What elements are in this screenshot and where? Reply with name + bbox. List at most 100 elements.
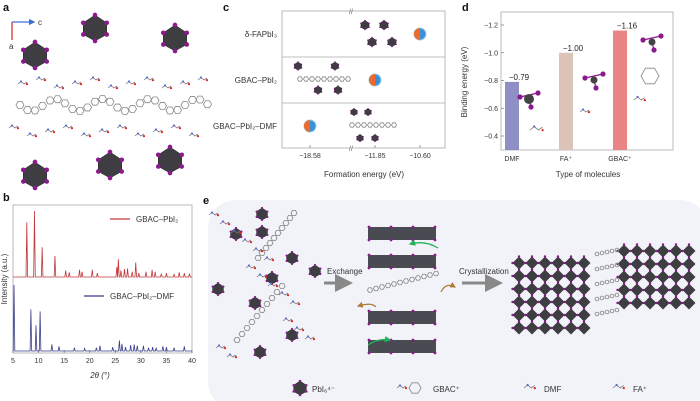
octahedron-icon [155, 144, 185, 176]
oxygen-atom [124, 127, 128, 130]
benzene-ring [188, 96, 197, 104]
iodine-atom [119, 157, 125, 163]
marker-orange-half [369, 74, 375, 86]
panel-label-a: a [3, 2, 10, 14]
iodine-atom [511, 300, 514, 304]
iodine-atom [550, 274, 553, 278]
iodine-atom [524, 274, 527, 278]
molecule-bonds [612, 384, 625, 389]
molecule-icon [134, 132, 146, 138]
nitrogen-atom [136, 132, 140, 135]
iodine-atom [362, 139, 364, 141]
nitrogen-atom [64, 124, 68, 127]
iodine-atom [433, 322, 437, 326]
iodine-atom [296, 259, 299, 263]
benzene-ring [367, 122, 373, 128]
molecule-bonds [17, 80, 28, 85]
iodine-atom [334, 61, 336, 63]
iodine-atom [655, 301, 658, 305]
nitrogen-atom [37, 76, 41, 79]
iodine-atom [648, 243, 652, 246]
benzene-ring [594, 266, 600, 272]
iodine-atom [265, 279, 268, 283]
iodine-atom [258, 344, 262, 348]
x-tick-label: 20 [86, 358, 94, 365]
octahedron-body [356, 134, 364, 142]
octahedron-icon [160, 22, 190, 54]
iodine-atom [537, 326, 540, 330]
iodine-atom [687, 282, 691, 285]
iodine-atom [517, 255, 521, 258]
oxygen-atom [286, 294, 290, 297]
molecule-icon [71, 80, 83, 86]
iodine-atom [375, 43, 377, 46]
benzene-ring [297, 76, 303, 82]
oxygen-atom [227, 223, 231, 226]
nitrogen-atom [232, 229, 236, 232]
iodine-atom [179, 152, 185, 158]
marker-orange-half [414, 28, 420, 40]
binding-x-axis-label: Type of molecules [556, 170, 620, 179]
formation-x-axis-label: Formation energy (eV) [324, 170, 404, 179]
iodine-atom [290, 327, 294, 331]
formation-energy-plot: δ-FAPbI₃ GBAC–PbI₂ GBAC–PbI₂–DMF −18.58 −11.… [213, 19, 431, 160]
molecule-icon [26, 132, 38, 138]
nitrogen-atom [398, 384, 402, 387]
iodine-atom [411, 225, 415, 229]
nitrogen-atom [172, 124, 176, 127]
benzene-ring [604, 279, 610, 285]
molecule-bonds [35, 76, 46, 81]
molecule-icon [8, 124, 20, 130]
octahedron [525, 282, 539, 296]
xrd-plot-frame [12, 204, 193, 354]
iodine-atom [517, 294, 521, 297]
benzene-ring [282, 220, 290, 226]
iodine-atom [234, 238, 238, 242]
iodine-atom [367, 322, 371, 326]
iodine-atom [517, 307, 521, 310]
iodine-atom [543, 281, 547, 284]
molecule-bonds [256, 273, 267, 278]
iodine-atom [353, 107, 355, 110]
iodine-atom [629, 249, 632, 253]
iodine-atom [582, 307, 586, 310]
iodine-atom [389, 351, 393, 355]
iodine-atom [569, 320, 573, 323]
iodine-atom [389, 266, 393, 270]
iodine-atom [556, 281, 560, 284]
oxygen-atom [25, 83, 29, 86]
octahedron [525, 269, 539, 283]
iodine-atom [371, 36, 373, 39]
benzene-ring [609, 263, 615, 269]
octahedron-body [364, 108, 372, 116]
benzene-ring [432, 270, 440, 277]
octahedron [564, 256, 578, 270]
molecule-icon [116, 124, 128, 130]
octahedron [538, 282, 552, 296]
molecule-bonds [143, 76, 154, 81]
iodine-atom [292, 390, 295, 393]
iodine-atom [687, 256, 691, 259]
lead-atom [648, 38, 656, 46]
iodine-atom [211, 290, 214, 294]
iodine-atom [360, 22, 362, 25]
benzene-ring [278, 283, 286, 289]
iodine-atom [411, 266, 415, 270]
iodine-atom [668, 301, 671, 305]
octahedron [617, 244, 631, 258]
iodine-atom [433, 338, 437, 342]
iodine-atom [391, 45, 393, 48]
benzene-ring [233, 337, 241, 343]
iodine-atom [266, 215, 269, 219]
molecule-bonds [293, 326, 304, 331]
iodine-atom [582, 268, 586, 271]
oxygen-atom [133, 83, 137, 86]
iodine-atom [184, 42, 190, 47]
iodine-atom [563, 300, 566, 304]
iodine-atom [379, 26, 381, 29]
octahedron [564, 308, 578, 322]
benzene-ring [120, 107, 130, 115]
octahedron-icon [379, 19, 389, 31]
molecule-icon [44, 128, 56, 134]
oxygen-atom [187, 83, 191, 86]
